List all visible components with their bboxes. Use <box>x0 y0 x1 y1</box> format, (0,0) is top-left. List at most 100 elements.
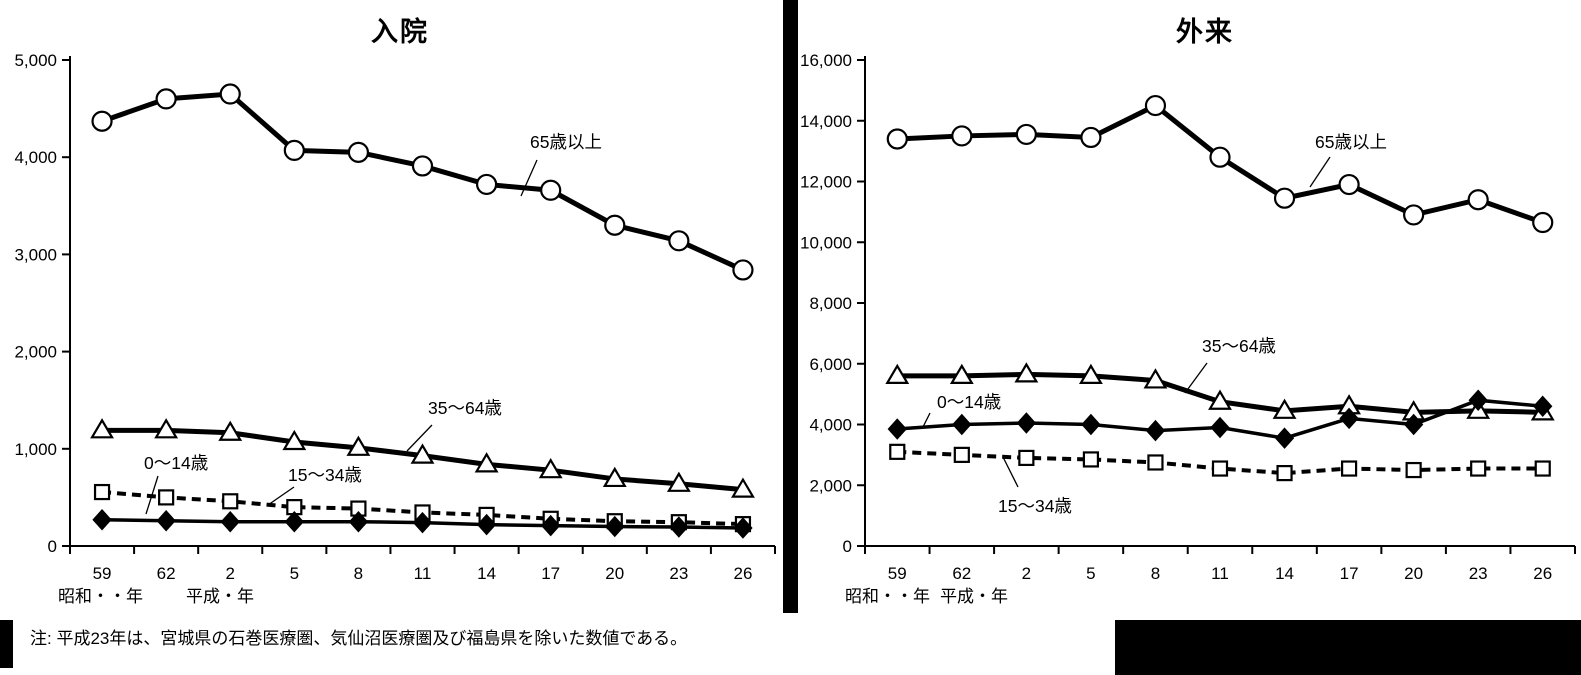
x-axis-era-label: 平成・年 <box>186 587 254 606</box>
circle-marker-age-65-plus <box>219 83 241 105</box>
annotation-leader-line <box>922 412 931 428</box>
triangle-marker-age-35-64 <box>474 452 499 473</box>
circle-marker-age-65-plus <box>1144 94 1167 117</box>
diamond-marker-age-0-14 <box>1016 412 1037 434</box>
series-annotation-label: 0〜14歳 <box>144 453 208 473</box>
x-tick-label: 20 <box>605 564 624 583</box>
x-tick-label: 26 <box>1533 564 1552 583</box>
annotation-leader-line <box>145 475 159 515</box>
circle-marker-age-65-plus <box>1273 187 1296 209</box>
footnote-text: 注: 平成23年は、宮城県の石巻医療圏、気仙沼医療圏及び福島県を除いた数値である… <box>30 629 688 648</box>
x-tick-label: 17 <box>1340 564 1359 583</box>
square-marker-age-15-34 <box>222 493 239 510</box>
series-line-age-65-plus <box>101 91 744 273</box>
diamond-marker-age-0-14 <box>220 510 240 533</box>
triangle-marker-age-35-64 <box>346 435 371 456</box>
circle-marker-age-65-plus <box>347 141 370 163</box>
x-tick-label: 2 <box>225 564 234 583</box>
circle-marker-age-65-plus <box>1467 189 1489 211</box>
square-marker-age-15-34 <box>158 489 175 506</box>
triangle-marker-age-35-64 <box>218 420 243 441</box>
triangle-marker-age-35-64 <box>731 477 755 498</box>
circle-marker-age-65-plus <box>951 125 973 147</box>
square-marker-age-15-34 <box>93 483 111 501</box>
x-tick-label: 62 <box>157 564 176 583</box>
circle-marker-age-65-plus <box>886 128 908 150</box>
x-axis-era-label: 昭和・・年 <box>58 587 143 606</box>
bottom-right-black-bar <box>1115 620 1581 675</box>
circle-marker-age-65-plus <box>283 139 305 161</box>
y-tick-label: 4,000 <box>14 148 57 167</box>
outpatient-line-chart: 0 2,000 4,000 6,000 8,000 10,000 12,000 14,000 1… <box>800 51 1576 606</box>
triangle-marker-age-35-64 <box>1014 362 1039 383</box>
y-tick-label: 2,000 <box>809 476 852 495</box>
series-annotation-label: 65歳以上 <box>1315 132 1387 152</box>
circle-marker-age-65-plus <box>1080 126 1102 149</box>
chart-title-outpatient: 外来 <box>1176 17 1234 47</box>
square-marker-age-15-34 <box>1534 460 1551 477</box>
y-tick-label: 16,000 <box>800 51 852 70</box>
diamond-marker-age-0-14 <box>476 513 497 536</box>
square-marker-age-15-34 <box>1147 454 1164 471</box>
x-tick-label: 23 <box>1469 564 1488 583</box>
series-annotation-label: 0〜14歳 <box>937 392 1001 412</box>
x-tick-label: 11 <box>1211 564 1229 583</box>
circle-marker-age-65-plus <box>155 88 177 110</box>
triangle-marker-age-35-64 <box>1143 368 1168 389</box>
diamond-marker-age-0-14 <box>1274 427 1295 449</box>
diamond-marker-age-0-14 <box>887 418 907 440</box>
y-tick-label: 6,000 <box>809 355 852 374</box>
y-tick-label: 10,000 <box>800 233 852 252</box>
diamond-marker-age-0-14 <box>541 514 561 537</box>
diamond-marker-age-0-14 <box>952 413 972 436</box>
triangle-marker-age-35-64 <box>154 418 179 439</box>
circle-marker-age-65-plus <box>1532 211 1554 234</box>
y-tick-label: 0 <box>48 537 57 556</box>
x-tick-label: 14 <box>1275 564 1294 583</box>
triangle-marker-age-35-64 <box>1208 389 1232 410</box>
series-annotation-label: 65歳以上 <box>530 132 602 152</box>
y-tick-label: 3,000 <box>14 245 57 264</box>
y-tick-label: 5,000 <box>14 51 57 70</box>
square-marker-age-15-34 <box>1018 449 1035 467</box>
y-tick-label: 14,000 <box>800 112 852 131</box>
y-tick-label: 2,000 <box>14 343 57 362</box>
circle-marker-age-65-plus <box>1403 204 1425 226</box>
square-marker-age-15-34 <box>889 443 906 460</box>
square-marker-age-15-34 <box>953 446 970 463</box>
annotation-leader-line <box>406 424 433 452</box>
annotation-leader-line <box>520 159 538 197</box>
x-tick-label: 20 <box>1404 564 1423 583</box>
x-tick-label: 8 <box>354 564 363 583</box>
diamond-marker-age-0-14 <box>605 515 625 538</box>
diamond-marker-age-0-14 <box>92 509 112 531</box>
diamond-marker-age-0-14 <box>1081 413 1101 436</box>
circle-marker-age-65-plus <box>411 155 434 177</box>
diamond-marker-age-0-14 <box>733 517 753 539</box>
x-tick-label: 59 <box>93 564 112 583</box>
triangle-marker-age-35-64 <box>666 471 691 492</box>
y-tick-label: 1,000 <box>14 440 57 459</box>
y-tick-label: 12,000 <box>800 173 852 192</box>
x-tick-label: 5 <box>290 564 299 583</box>
x-tick-label: 11 <box>414 564 432 583</box>
x-tick-label: 17 <box>541 564 560 583</box>
square-marker-age-15-34 <box>1211 460 1229 477</box>
diamond-marker-age-0-14 <box>1533 395 1553 418</box>
circle-marker-age-65-plus <box>732 259 754 281</box>
circle-marker-age-65-plus <box>475 173 498 196</box>
annotation-leader-line <box>1002 456 1019 488</box>
triangle-marker-age-35-64 <box>1272 398 1297 419</box>
triangle-marker-age-35-64 <box>949 363 974 384</box>
square-marker-age-15-34 <box>1276 465 1293 482</box>
triangle-marker-age-35-64 <box>885 363 910 384</box>
x-tick-label: 8 <box>1151 564 1160 583</box>
diamond-marker-age-0-14 <box>1339 407 1359 430</box>
circle-marker-age-65-plus <box>604 214 626 236</box>
diamond-marker-age-0-14 <box>669 516 689 538</box>
diamond-marker-age-0-14 <box>412 511 433 534</box>
diamond-marker-age-0-14 <box>1468 389 1488 411</box>
x-tick-label: 59 <box>888 564 907 583</box>
triangle-marker-age-35-64 <box>1078 363 1103 384</box>
